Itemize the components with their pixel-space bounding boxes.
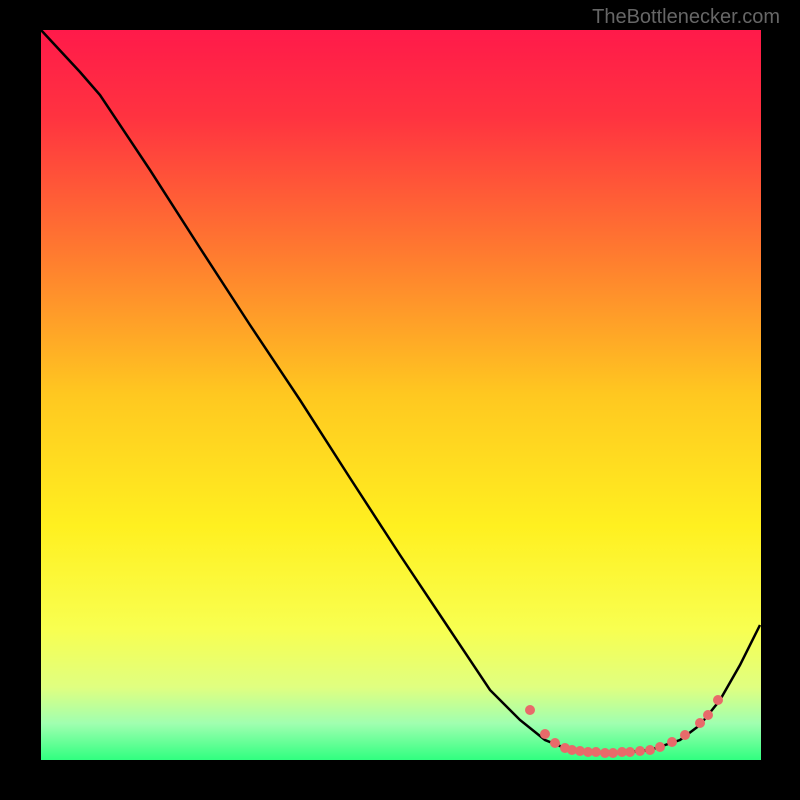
data-marker: [635, 746, 645, 756]
plot-background: [41, 30, 761, 760]
data-marker: [591, 747, 601, 757]
data-marker: [703, 710, 713, 720]
data-marker: [608, 748, 618, 758]
data-marker: [655, 742, 665, 752]
data-marker: [645, 745, 655, 755]
data-marker: [680, 730, 690, 740]
data-marker: [540, 729, 550, 739]
chart-svg: [0, 0, 800, 800]
data-marker: [667, 737, 677, 747]
watermark-text: TheBottlenecker.com: [592, 6, 780, 29]
data-marker: [525, 705, 535, 715]
data-marker: [713, 695, 723, 705]
data-marker: [695, 718, 705, 728]
data-marker: [550, 738, 560, 748]
chart-container: TheBottlenecker.com: [0, 0, 800, 800]
data-marker: [625, 747, 635, 757]
